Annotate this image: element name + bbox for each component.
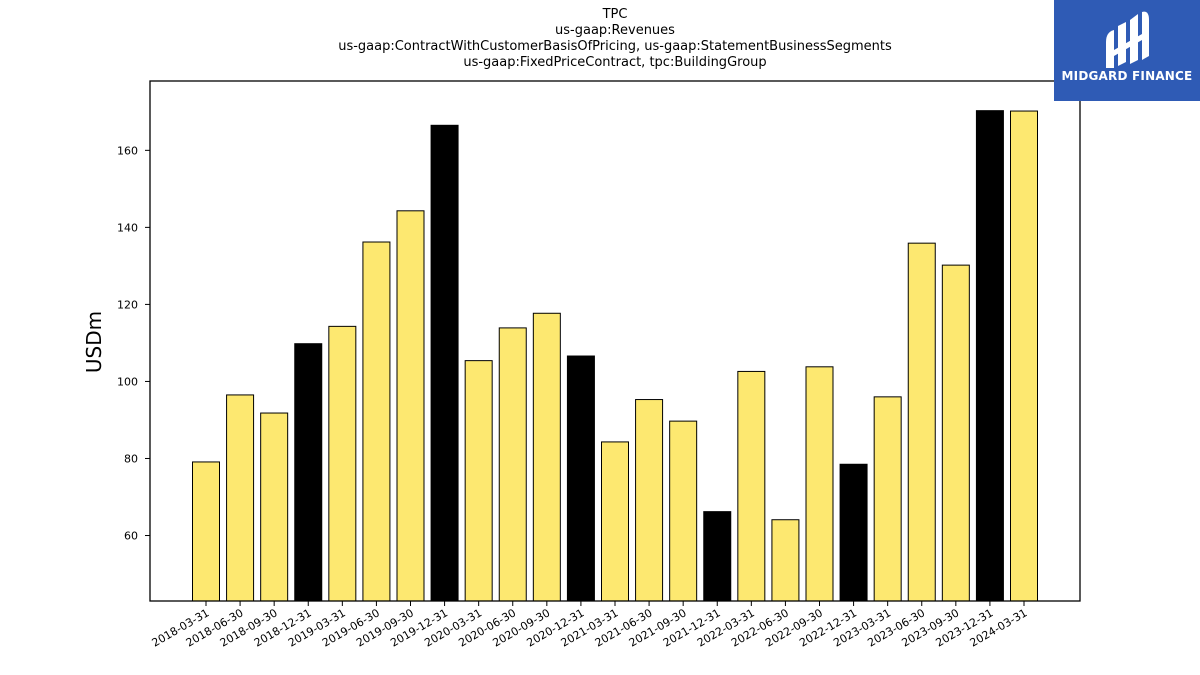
bar-2018-09-30 <box>260 412 289 602</box>
logo-text: MIDGARD FINANCE <box>1061 69 1193 83</box>
bar-2018-12-31 <box>294 343 323 602</box>
title-line-2: us-gaap:Revenues <box>555 23 675 38</box>
y-axis-label: USDm <box>82 311 106 373</box>
bar-2018-03-31 <box>192 461 220 602</box>
y-tick-label: 100 <box>117 375 138 388</box>
y-tick-label: 80 <box>124 452 138 465</box>
chart-title: TPC us-gaap:Revenues us-gaap:ContractWit… <box>150 7 1080 71</box>
bar-2021-03-31 <box>601 441 629 602</box>
bar-2019-03-31 <box>328 325 357 602</box>
logo-icon <box>1106 11 1149 68</box>
bar-2019-12-31 <box>430 124 459 602</box>
bar-2022-09-30 <box>805 366 834 602</box>
bar-2021-12-31 <box>703 511 732 602</box>
bar-2023-06-30 <box>907 242 936 602</box>
brand-logo: MIDGARD FINANCE <box>1054 0 1200 101</box>
bar-2019-06-30 <box>362 241 391 602</box>
bar-2021-06-30 <box>635 399 664 602</box>
title-line-3: us-gaap:ContractWithCustomerBasisOfPrici… <box>338 39 892 54</box>
bar-2021-09-30 <box>669 420 698 602</box>
bar-2020-12-31 <box>566 355 595 602</box>
bar-2020-06-30 <box>498 327 527 602</box>
y-tick-label: 60 <box>124 530 138 543</box>
bar-2019-09-30 <box>396 210 425 602</box>
bar-2022-03-31 <box>737 370 766 602</box>
bar-2022-06-30 <box>771 519 800 602</box>
y-tick-label: 160 <box>117 144 138 157</box>
bar-2023-09-30 <box>941 264 970 602</box>
y-tick-label: 140 <box>117 221 138 234</box>
bar-2020-09-30 <box>532 312 561 602</box>
y-tick-label: 120 <box>117 298 138 311</box>
bar-2018-06-30 <box>226 394 255 602</box>
bar-2020-03-31 <box>464 360 493 602</box>
title-line-4: us-gaap:FixedPriceContract, tpc:Building… <box>463 55 767 70</box>
title-line-1: TPC <box>602 7 628 22</box>
bar-2022-12-31 <box>839 463 868 602</box>
bar-2023-12-31 <box>975 110 1004 602</box>
bar-2023-03-31 <box>873 396 902 602</box>
bar-2024-03-31 <box>1010 110 1038 602</box>
